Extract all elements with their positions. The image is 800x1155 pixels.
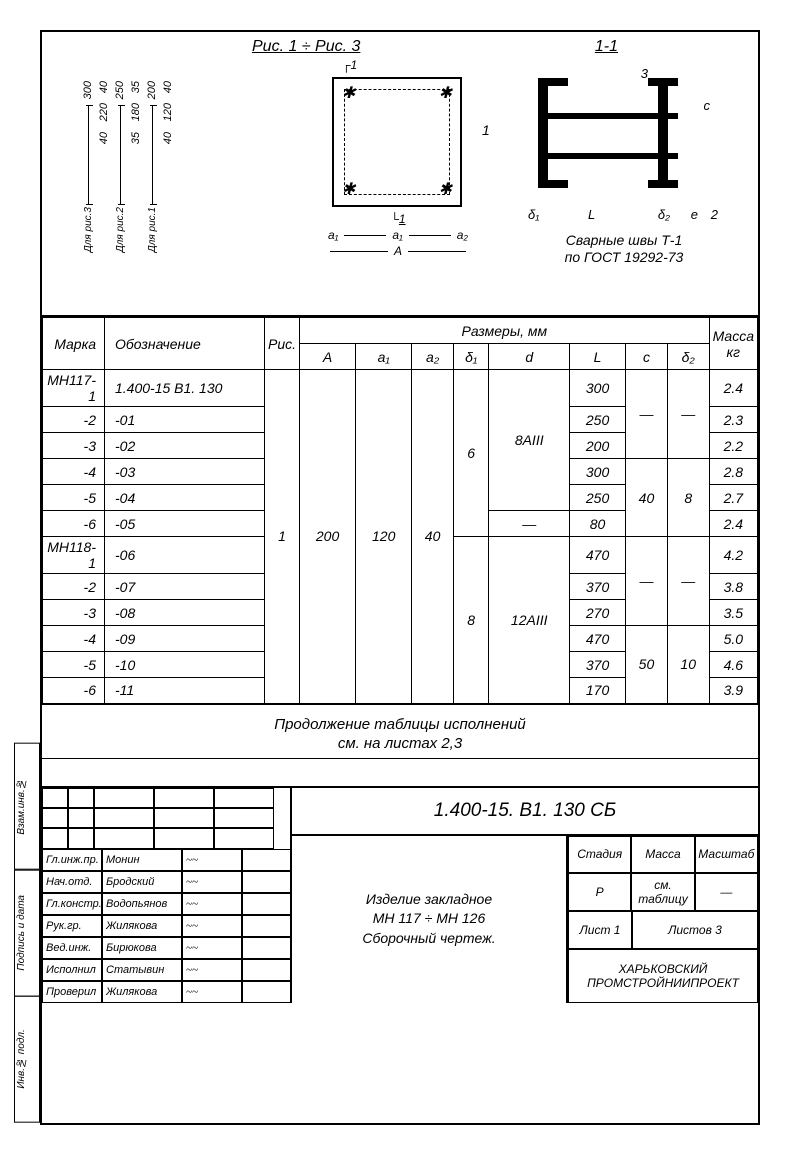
side-label: Взам.инв.№ [14,743,40,870]
figure-area: Рис. 1 ÷ Рис. 3 1-1 300 Для рис.3 402204… [42,32,758,317]
callout: 1 [482,122,490,138]
section-title: 1-1 [595,38,618,56]
drawing-sheet: Взам.инв.№ Подпись и дата Инв.№ подл. Ри… [40,30,760,1125]
binding-margin: Взам.инв.№ Подпись и дата Инв.№ подл. [14,743,40,1123]
spec-table: Марка Обозначение Рис. Размеры, мм Масса… [42,317,758,705]
weld-icon: ✱ [439,83,452,103]
weld-icon: ✱ [342,179,355,199]
plan-dims: └1 a₁a₁a₂ A [328,212,468,258]
dimension-columns: 300 Для рис.3 4022040 250 Для рис.2 3518… [82,77,174,259]
cut-marker: ┌1 [342,58,357,72]
document-number: 1.400-15. В1. 130 СБ [292,788,758,836]
figure-title: Рис. 1 ÷ Рис. 3 [252,38,360,56]
revision-grid [42,788,290,849]
dim-col: 250 Для рис.2 [114,77,126,259]
separator [42,758,758,788]
plan-view: ✱ ✱ ✱ ✱ [332,77,462,207]
continuation-note: Продолжение таблицы исполнений см. на ли… [42,705,758,758]
weld-icon: ✱ [439,179,452,199]
dim-col: 200 Для рис.1 [146,77,158,259]
weld-note: Сварные швы Т-1 по ГОСТ 19292-73 [514,232,734,266]
dim-col-total: 300 Для рис.3 [82,77,94,259]
organization: ХАРЬКОВСКИЙ ПРОМСТРОЙНИИПРОЕКТ [568,949,758,1002]
meta-block: Стадия Масса Масштаб Р см. таблицу — Лис… [568,836,758,1003]
side-label: Инв.№ подл. [14,996,40,1123]
drawing-title: Изделие закладное МН 117 ÷ МН 126 Сбороч… [292,836,568,1003]
section-view: 3 c δ₁ L δ₂ e 2 [528,78,718,218]
signatures: Гл.инж.пр.Монин~~Нач.отд.Бродский~~Гл.ко… [42,849,290,1003]
weld-icon: ✱ [342,83,355,103]
table-row: МН117-11.400-15 В1. 13012001204068AIII30… [43,370,758,407]
side-label: Подпись и дата [14,870,40,997]
title-block: Гл.инж.пр.Монин~~Нач.отд.Бродский~~Гл.ко… [42,788,758,1003]
